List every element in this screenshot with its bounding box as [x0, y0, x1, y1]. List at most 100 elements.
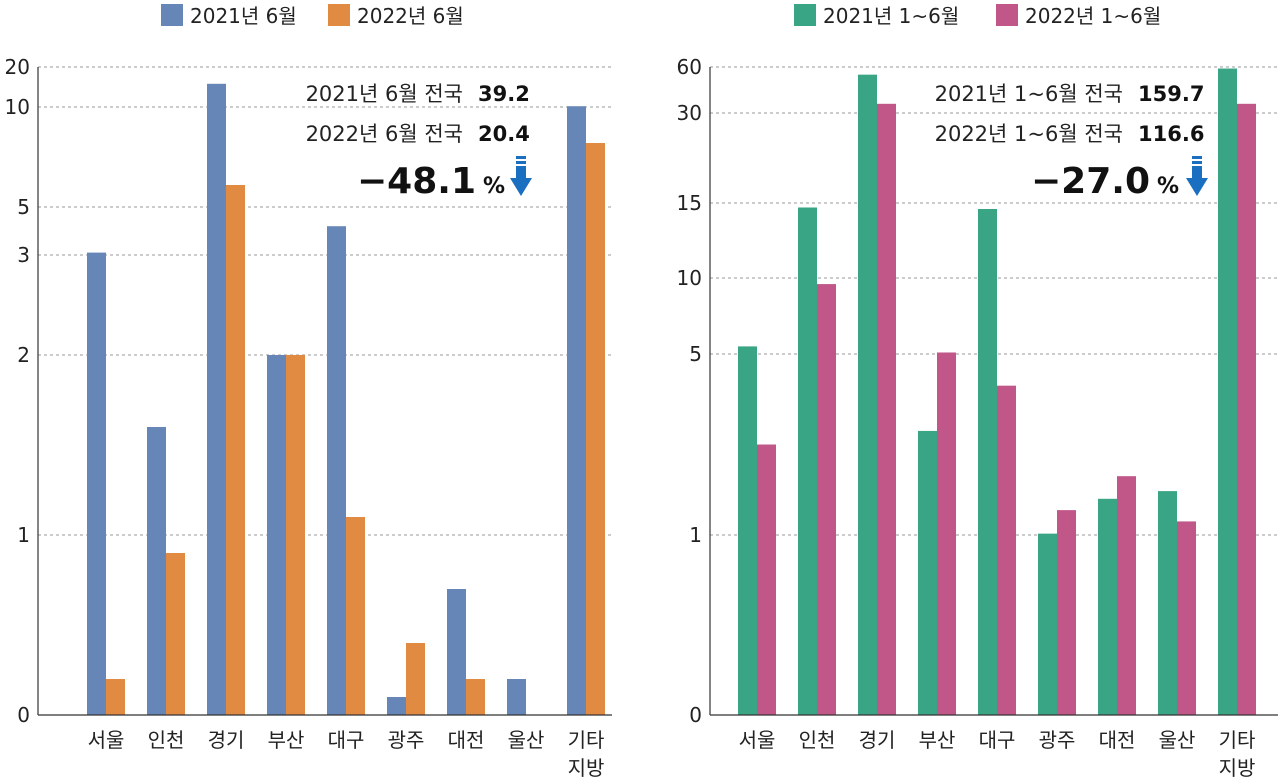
left-annotation: 2021년 6월 전국 39.2 2022년 6월 전국 20.4 −48.1 … [306, 82, 532, 202]
x-category-label: 지방 [568, 756, 605, 780]
bar-right-s0-c3 [918, 430, 937, 715]
right-bars [738, 68, 1256, 716]
left-y-ticks: 0 1 2 3 5 10 20 [5, 55, 30, 727]
bar-left-s0-c3 [267, 355, 286, 715]
bar-right-s0-c8 [1218, 68, 1237, 716]
legend-swatch-2021-h1 [794, 4, 816, 26]
legend-swatch-2021-jun [161, 4, 183, 26]
x-category-label: 울산 [508, 728, 545, 752]
bar-right-s1-c7 [1177, 521, 1196, 715]
x-category-label: 서울 [739, 728, 776, 752]
bar-left-s0-c4 [327, 226, 346, 715]
bar-left-s1-c3 [286, 355, 305, 715]
x-category-label: 인천 [799, 728, 836, 752]
bar-right-s1-c3 [937, 352, 956, 715]
x-category-label: 기타 [1219, 728, 1256, 752]
y-tick-label: 5 [689, 342, 702, 366]
x-category-label: 경기 [859, 728, 896, 752]
bar-left-s0-c5 [387, 697, 406, 715]
bar-right-s0-c7 [1158, 491, 1177, 715]
left-legend: 2021년 6월 2022년 6월 [161, 4, 464, 28]
bar-left-s0-c8 [567, 106, 586, 715]
right-ann-line1-value: 159.7 [1138, 82, 1204, 106]
right-ann-change: −27.0 [1031, 161, 1150, 202]
left-axes [37, 67, 612, 716]
bar-right-s0-c2 [858, 74, 877, 715]
y-tick-label: 10 [5, 95, 30, 119]
bar-left-s0-c6 [447, 589, 466, 715]
left-ann-percent-sign: % [483, 174, 505, 199]
left-bars [87, 83, 605, 716]
right-legend: 2021년 1~6월 2022년 1~6월 [794, 4, 1161, 28]
bar-left-s1-c0 [106, 679, 125, 715]
right-ann-line2-label: 2022년 1~6월 전국 [935, 122, 1123, 146]
x-category-label: 경기 [208, 728, 245, 752]
bar-left-s1-c1 [166, 553, 185, 715]
y-tick-label: 5 [17, 195, 30, 219]
bar-right-s0-c5 [1038, 533, 1057, 715]
y-tick-label: 2 [17, 343, 30, 367]
legend-label-2021-h1: 2021년 1~6월 [823, 4, 959, 28]
bar-right-s0-c0 [738, 346, 757, 715]
y-tick-label: 3 [17, 243, 30, 267]
left-ann-line2-value: 20.4 [478, 122, 530, 146]
left-chart: 2021년 6월 2022년 6월 0 1 2 3 5 10 20 서울 인천 경기 부산 대구 광주… [5, 4, 612, 780]
y-tick-label: 1 [17, 523, 30, 547]
right-annotation: 2021년 1~6월 전국 159.7 2022년 1~6월 전국 116.6 … [935, 82, 1208, 202]
bar-left-s1-c4 [346, 517, 365, 715]
x-category-label: 광주 [388, 728, 425, 752]
bar-right-s0-c4 [978, 209, 997, 715]
left-ann-change: −48.1 [357, 161, 476, 202]
bar-right-s1-c4 [997, 385, 1016, 715]
bar-right-s1-c2 [877, 103, 896, 716]
legend-label-2021-jun: 2021년 6월 [190, 4, 297, 28]
y-tick-label: 15 [677, 191, 702, 215]
x-category-label: 부산 [268, 728, 305, 752]
down-arrow-icon [510, 156, 532, 196]
y-tick-label: 60 [677, 55, 702, 79]
bar-right-s1-c5 [1057, 510, 1076, 715]
y-tick-label: 20 [5, 55, 30, 79]
x-category-label: 지방 [1219, 756, 1256, 780]
down-arrow-icon [1186, 156, 1208, 196]
left-ann-line2-label: 2022년 6월 전국 [306, 122, 463, 146]
legend-label-2022-jun: 2022년 6월 [357, 4, 464, 28]
y-tick-label: 0 [17, 703, 30, 727]
x-category-label: 인천 [148, 728, 185, 752]
x-category-label: 광주 [1039, 728, 1076, 752]
bar-left-s1-c2 [226, 185, 245, 715]
bar-left-s0-c0 [87, 252, 106, 715]
legend-label-2022-h1: 2022년 1~6월 [1025, 4, 1161, 28]
y-tick-label: 0 [689, 703, 702, 727]
right-ann-percent-sign: % [1157, 174, 1179, 199]
bar-left-s1-c8 [586, 143, 605, 715]
x-category-label: 기타 [568, 728, 605, 752]
right-axes [709, 67, 1278, 716]
right-ann-line2-value: 116.6 [1138, 122, 1204, 146]
bar-right-s0-c1 [798, 207, 817, 715]
bar-left-s0-c2 [207, 83, 226, 716]
x-category-label: 대전 [448, 728, 485, 752]
x-category-label: 울산 [1159, 728, 1196, 752]
bar-left-s1-c5 [406, 643, 425, 715]
x-category-label: 대전 [1099, 728, 1136, 752]
y-tick-label: 30 [677, 101, 702, 125]
x-category-label: 대구 [328, 728, 365, 752]
right-ann-line1-label: 2021년 1~6월 전국 [935, 82, 1123, 106]
bar-left-s0-c1 [147, 427, 166, 715]
x-category-label: 부산 [919, 728, 956, 752]
bar-right-s1-c8 [1237, 103, 1256, 716]
bar-left-s0-c7 [507, 679, 526, 715]
y-tick-label: 10 [677, 266, 702, 290]
legend-swatch-2022-h1 [996, 4, 1018, 26]
left-ann-line1-label: 2021년 6월 전국 [306, 82, 463, 106]
bar-right-s1-c1 [817, 284, 836, 715]
legend-swatch-2022-jun [328, 4, 350, 26]
x-category-label: 서울 [88, 728, 125, 752]
bar-left-s1-c6 [466, 679, 485, 715]
